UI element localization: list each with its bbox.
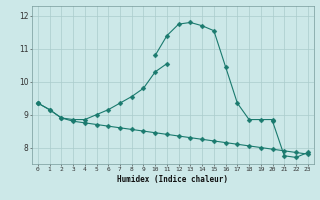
X-axis label: Humidex (Indice chaleur): Humidex (Indice chaleur): [117, 175, 228, 184]
